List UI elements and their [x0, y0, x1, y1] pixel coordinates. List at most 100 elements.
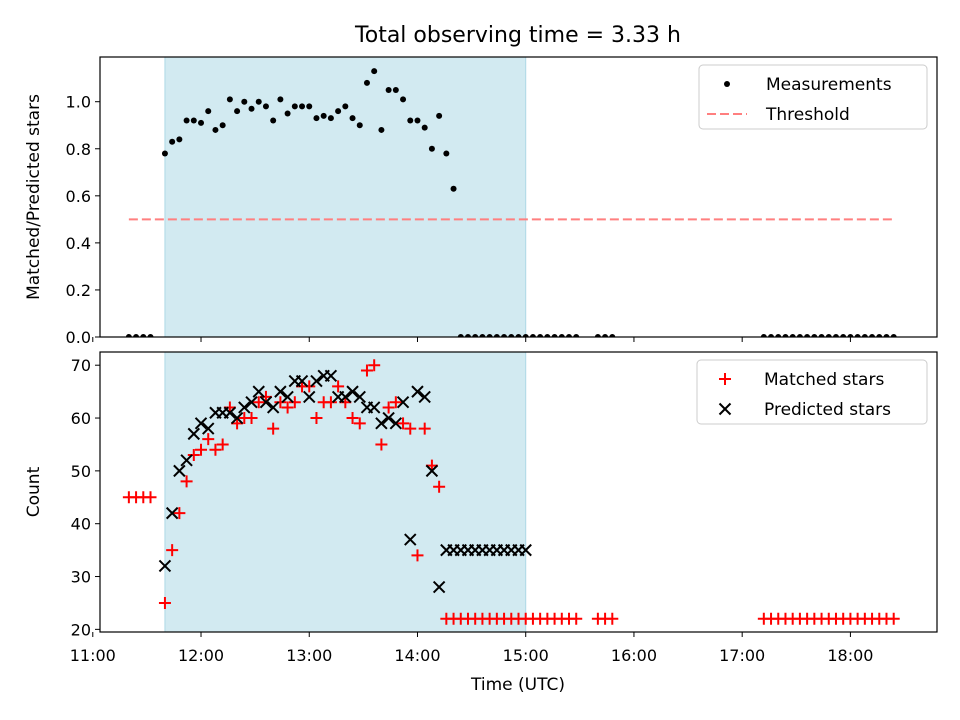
predicted-star-point	[389, 417, 403, 430]
y-tick-label: 20	[71, 620, 91, 639]
measurement-point	[890, 334, 897, 337]
measurement-point	[125, 334, 132, 337]
measurement-point	[385, 86, 392, 93]
measurement-point	[457, 334, 464, 337]
measurement-point	[804, 334, 811, 337]
measurement-point	[407, 117, 414, 124]
measurement-point	[479, 334, 486, 337]
measurement-point	[299, 103, 306, 110]
predicted-star-point	[396, 395, 410, 409]
x-tick-label: 13:00	[286, 646, 332, 665]
x-tick-label: 11:00	[70, 646, 116, 665]
predicted-star-point	[303, 390, 316, 404]
measurement-point	[464, 334, 471, 337]
matched-star-point	[202, 433, 215, 446]
predicted-star-point	[375, 417, 388, 430]
measurement-point	[876, 334, 883, 337]
measurement-point	[392, 86, 399, 93]
measurement-point	[371, 68, 378, 75]
legend-marker	[724, 81, 730, 87]
measurement-point	[537, 334, 544, 337]
predicted-star-point	[259, 395, 273, 409]
matched-star-point	[375, 438, 388, 451]
matched-star-point	[195, 443, 208, 456]
matched-star-point	[433, 480, 446, 493]
legend-marker	[718, 402, 732, 416]
predicted-star-point	[173, 464, 186, 478]
matched-star-point	[274, 396, 287, 409]
matched-star-point	[389, 396, 402, 409]
legend-frame	[696, 359, 928, 425]
measurement-point	[291, 103, 298, 110]
predicted-star-point	[266, 401, 280, 414]
matched-star-point	[267, 422, 280, 435]
legend-frame	[698, 64, 928, 130]
matched-star-point	[303, 380, 316, 393]
y-tick-label: 0.0	[66, 328, 91, 347]
predicted-star-point	[194, 417, 208, 430]
measurement-point	[363, 79, 370, 86]
measurement-point	[883, 334, 890, 337]
measurement-point	[551, 334, 558, 337]
axes-frame	[99, 351, 938, 633]
count-panel: 20 30 40 50 60 70 11:00 12:00 13:00 14:00 15:00 16:…	[24, 351, 938, 665]
matched-star-point	[180, 475, 193, 488]
matched-star-point	[310, 412, 323, 425]
legend-marker	[719, 373, 731, 385]
predicted-star-point	[202, 422, 215, 435]
predicted-star-point	[165, 506, 179, 520]
measurement-point	[262, 103, 269, 110]
predicted-star-point	[187, 427, 201, 441]
matched-star-point	[209, 443, 222, 456]
predicted-star-point	[339, 390, 352, 404]
measurement-point	[421, 124, 428, 131]
y-tick-label: 50	[71, 462, 91, 481]
measurement-point	[493, 334, 500, 337]
matched-star-point	[245, 412, 258, 425]
measurement-point	[775, 334, 782, 337]
measurement-point	[205, 108, 212, 115]
measurement-point	[443, 150, 450, 157]
measurement-point	[789, 334, 796, 337]
predicted-star-point	[158, 559, 172, 573]
measurement-point	[796, 334, 803, 337]
measurement-point	[277, 96, 284, 103]
measurement-point	[869, 334, 876, 337]
measurement-point	[566, 334, 573, 337]
matched-star-point	[216, 438, 229, 451]
measurement-point	[313, 115, 320, 122]
predicted-star-point	[382, 411, 395, 425]
measurement-point	[832, 334, 839, 337]
x-axis-label: Time (UTC)	[470, 675, 565, 695]
matched-star-point	[346, 412, 359, 425]
series-predicted-stars	[158, 369, 532, 594]
predicted-star-point	[367, 401, 381, 414]
predicted-star-point	[425, 464, 439, 478]
measurement-point	[147, 334, 154, 337]
x-tick-label: 12:00	[178, 646, 224, 665]
predicted-star-point	[310, 374, 323, 388]
y-tick-label: 30	[71, 568, 91, 587]
measurement-point	[270, 117, 277, 124]
x-tick-label: 14:00	[394, 646, 440, 665]
measurement-point	[356, 122, 363, 129]
predicted-star-point	[238, 401, 251, 414]
measurement-point	[133, 334, 140, 337]
matched-star-point	[288, 396, 301, 409]
measurement-point	[219, 122, 226, 129]
measurement-point	[573, 334, 580, 337]
measurement-point	[825, 334, 832, 337]
y-axis-label: Matched/Predicted stars	[24, 94, 44, 300]
measurement-point	[226, 96, 233, 103]
predicted-star-point	[274, 385, 287, 398]
measurement-point	[782, 334, 789, 337]
plot-area	[122, 359, 900, 625]
measurement-point	[183, 117, 190, 124]
y-tick-label: 70	[71, 356, 91, 375]
matched-star-point	[360, 364, 373, 377]
measurement-point	[594, 334, 601, 337]
measurement-point	[450, 185, 457, 192]
predicted-star-point	[418, 390, 431, 404]
measurement-point	[248, 105, 255, 112]
